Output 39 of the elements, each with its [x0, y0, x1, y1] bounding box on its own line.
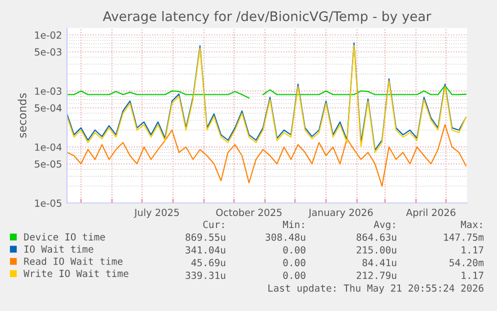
text: 147.75m	[444, 234, 484, 241]
legend-label: Device IO time	[24, 233, 105, 241]
x-tick-label: April 2026	[406, 208, 456, 218]
text: Last update: Thu May 21 20:55:24 2026	[268, 284, 484, 294]
text: 1.17	[462, 272, 484, 279]
text: 215.00u	[356, 246, 396, 254]
line-series	[67, 124, 467, 187]
text: Max:	[460, 220, 482, 228]
text: Avg:	[374, 220, 395, 230]
text: 84.41u	[362, 258, 396, 266]
y-axis-title: seconds	[18, 93, 26, 138]
y-tick-label: 5e-05	[34, 160, 62, 168]
text: 864.63u	[356, 233, 396, 241]
y-tick-label: 1e-03	[35, 87, 62, 95]
text: 869.55u	[186, 233, 226, 241]
text: 54.20m	[450, 258, 484, 266]
text: 1.17	[462, 246, 484, 254]
x-tick-label: January 2026	[308, 208, 373, 218]
text: Min:	[282, 220, 304, 228]
legend-label: Write IO Wait time	[24, 270, 128, 278]
x-tick-label: October 2025	[216, 208, 282, 216]
legend-label: Read IO Wait time	[24, 257, 122, 265]
text: 341.04u	[186, 246, 226, 254]
y-tick-label: 5e-04	[34, 104, 62, 112]
text: 45.69u	[191, 258, 226, 266]
text: 308.48u	[266, 233, 306, 241]
y-tick-label: 1e-02	[35, 31, 62, 39]
text: Cur:	[203, 220, 224, 228]
legend-label: IO Wait time	[24, 245, 94, 253]
text: 0.00	[283, 258, 306, 266]
chart-title: Average latency for /dev/BionicVG/Temp - by year	[102, 11, 432, 24]
x-tick-label: July 2025	[134, 208, 179, 218]
text: 0.00	[283, 272, 306, 280]
text: 339.31u	[186, 272, 226, 280]
text: 0.00	[283, 246, 306, 254]
y-tick-label: 5e-03	[34, 48, 62, 56]
text: 212.79u	[356, 272, 396, 280]
y-tick-label: 1e-04	[35, 143, 62, 151]
y-tick-label: 1e-05	[35, 199, 62, 207]
